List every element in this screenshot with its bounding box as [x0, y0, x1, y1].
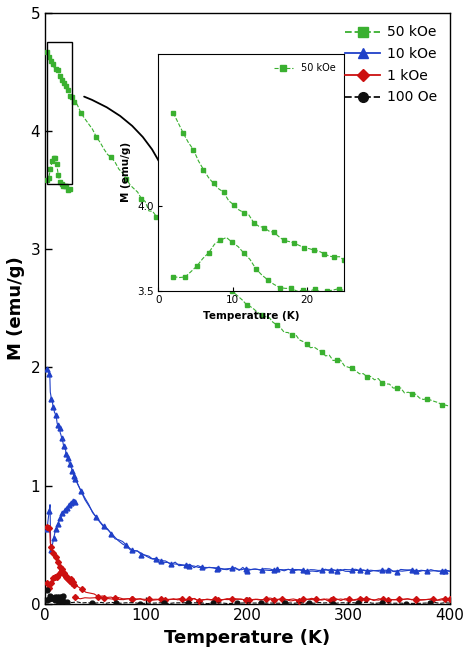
Y-axis label: M (emu/g): M (emu/g)	[7, 256, 25, 360]
X-axis label: Temperature (K): Temperature (K)	[164, 629, 331, 647]
Legend: 50 kOe, 10 kOe, 1 kOe, 100 Oe: 50 kOe, 10 kOe, 1 kOe, 100 Oe	[340, 20, 443, 110]
Bar	[47, 43, 73, 184]
